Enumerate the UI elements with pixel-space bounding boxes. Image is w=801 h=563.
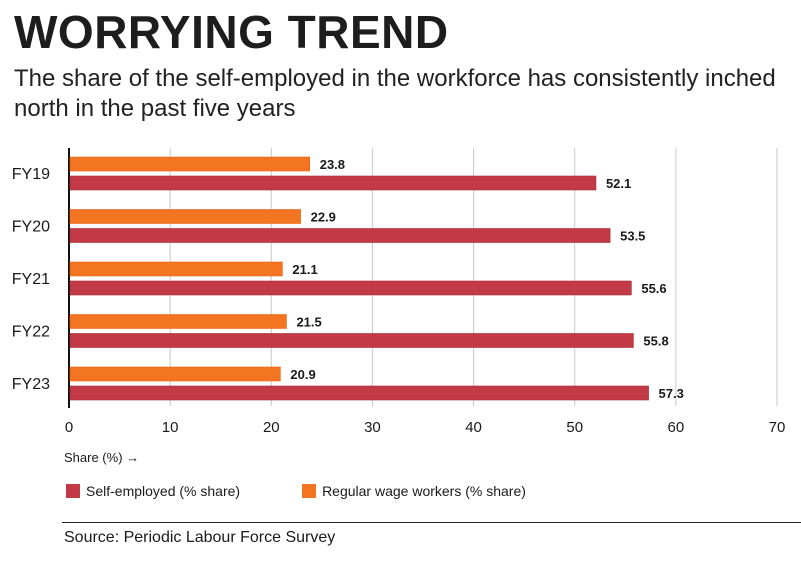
x-tick-label: 60 <box>668 419 685 436</box>
bar-self-employed <box>69 385 649 401</box>
source-divider <box>62 522 801 523</box>
bar-regular-wage <box>69 366 281 382</box>
x-tick-label: 70 <box>769 419 786 436</box>
data-label: 23.8 <box>320 157 345 172</box>
chart-subtitle: The share of the self-employed in the wo… <box>14 65 776 122</box>
data-label: 52.1 <box>606 176 631 191</box>
legend-swatch-regular-wage <box>302 484 317 498</box>
x-tick-label: 40 <box>465 419 482 436</box>
bars <box>69 156 649 401</box>
legend-item-self-employed: Self-employed (% share) <box>66 483 240 499</box>
data-label: 57.3 <box>659 386 684 401</box>
bar-self-employed <box>69 175 597 191</box>
source-note: Source: Periodic Labour Force Survey <box>64 529 336 546</box>
data-label: 55.6 <box>641 281 666 296</box>
x-tick-label: 10 <box>162 419 179 436</box>
x-tick-label: 50 <box>566 419 583 436</box>
x-tick-label: 20 <box>263 419 280 436</box>
x-tick-label: 30 <box>364 419 381 436</box>
x-axis-label: Share (%) → <box>64 450 140 465</box>
bar-regular-wage <box>69 261 283 277</box>
bar-chart: 0 10 20 30 40 50 60 70 23.8 52.1 FY19 22.9 53.5 FY20 2… <box>12 148 786 436</box>
chart-title: WORRYING TREND <box>14 6 449 58</box>
data-label: 21.5 <box>296 315 321 330</box>
bar-self-employed <box>69 333 634 348</box>
legend-label-regular-wage: Regular wage workers (% share) <box>322 483 526 499</box>
bar-regular-wage <box>69 156 311 172</box>
bar-regular-wage <box>69 209 301 224</box>
x-tick-label: 0 <box>65 419 73 436</box>
category-label: FY21 <box>12 271 50 288</box>
category-label: FY23 <box>12 376 50 393</box>
bar-regular-wage <box>69 314 287 329</box>
labels: 0 10 20 30 40 50 60 70 23.8 52.1 FY19 22.9 53.5 FY20 2… <box>12 157 786 436</box>
data-label: 22.9 <box>311 210 336 225</box>
data-label: 53.5 <box>620 229 645 244</box>
category-label: FY19 <box>12 166 50 183</box>
bar-self-employed <box>69 280 632 296</box>
legend-swatch-self-employed <box>66 484 80 498</box>
category-label: FY20 <box>12 219 50 236</box>
category-label: FY22 <box>12 324 50 341</box>
data-label: 55.8 <box>643 334 668 349</box>
bar-self-employed <box>69 228 611 243</box>
legend-label-self-employed: Self-employed (% share) <box>86 483 241 499</box>
legend: Self-employed (% share) Regular wage wor… <box>66 483 588 499</box>
legend-item-regular-wage: Regular wage workers (% share) <box>302 483 526 499</box>
gridlines <box>68 148 778 408</box>
data-label: 21.1 <box>292 262 317 277</box>
data-label: 20.9 <box>290 367 315 382</box>
